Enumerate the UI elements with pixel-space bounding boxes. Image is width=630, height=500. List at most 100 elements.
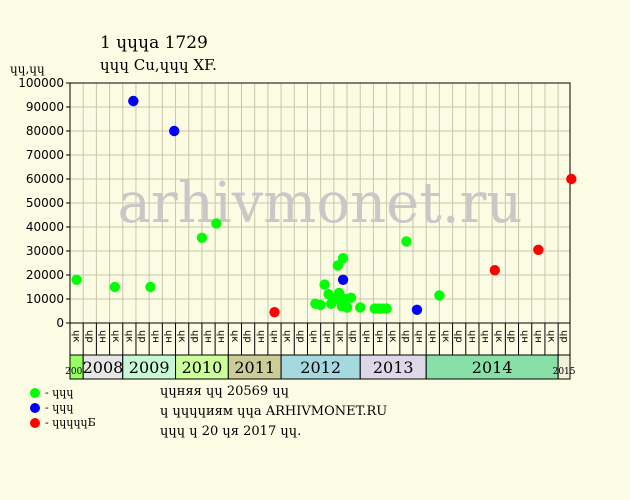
data-point [489, 265, 501, 276]
x-slot-label: ɥн [308, 330, 319, 343]
chart-subtitle: ɥɥɥ Cu,ɥɥɥ XF. [100, 56, 217, 74]
x-slot-label: ɥp [348, 330, 359, 343]
x-slot-label: ɥк [110, 330, 121, 342]
y-axis-unit: ɥɥ,ɥɥ [10, 62, 45, 76]
x-slot-label: ɥн [163, 330, 174, 343]
data-point [411, 304, 423, 315]
year-label: 2010 [182, 358, 223, 377]
y-tick-label: 60000 [26, 172, 64, 186]
year-label: 2014 [472, 358, 513, 377]
y-tick-label: 80000 [26, 124, 64, 138]
x-slot-label: ɥp [453, 330, 464, 343]
data-point [355, 302, 366, 313]
footer-line-1: ɥɥняя ɥɥ 20569 ɥɥ [160, 384, 290, 399]
x-slot-label: ɥк [440, 330, 451, 342]
y-tick-label: 50000 [26, 196, 64, 210]
data-point [533, 244, 544, 255]
data-point [332, 260, 344, 271]
x-slot-label: ɥн [480, 330, 491, 343]
y-tick-label: 70000 [26, 148, 64, 162]
x-slot-label: ɥк [334, 330, 345, 342]
data-point [566, 173, 577, 185]
legend-item-red: - ɥɥɥɥɥБ [30, 416, 96, 429]
year-label: 2011 [234, 358, 275, 377]
data-point [315, 299, 326, 311]
legend-label: - ɥɥɥɥɥБ [45, 416, 96, 429]
data-point [71, 274, 82, 285]
chart-title: 1 ɥɥɥa 1729 [100, 33, 208, 53]
y-tick-label: 10000 [26, 292, 64, 306]
legend-label: - ɥɥɥ [45, 401, 74, 414]
x-slot-label: ɥн [414, 330, 425, 343]
legend-item-green: - ɥɥɥ [30, 386, 73, 399]
x-slot-label: ɥк [176, 330, 187, 342]
watermark: arhivmonet.ru [118, 171, 523, 236]
x-slot-label: ɥн [268, 330, 279, 343]
legend-red-dot-icon [30, 417, 40, 428]
year-label: 2012 [300, 358, 341, 377]
year-band [227, 354, 282, 380]
x-slot-label: ɥp [559, 330, 570, 343]
x-slot-label: ɥн [321, 330, 332, 343]
x-slot-label: ɥн [203, 330, 214, 343]
data-point [211, 218, 222, 229]
legend-label: - ɥɥɥ [45, 386, 74, 399]
x-slot-label: ɥн [150, 330, 161, 343]
data-point [401, 236, 412, 247]
x-slot-label: ɥк [546, 330, 557, 342]
year-label: 2008 [83, 358, 124, 377]
data-point [381, 303, 392, 314]
data-point [319, 279, 330, 290]
footer-line-3: ɥɥɥ ɥ 20 ɥя 2017 ɥɥ. [160, 424, 302, 439]
x-slot-label: ɥк [387, 330, 398, 342]
y-tick-label: 90000 [26, 100, 64, 114]
data-point [345, 292, 357, 303]
legend-item-blue: - ɥɥɥ [30, 401, 73, 414]
x-slot-label: ɥp [506, 330, 517, 343]
x-slot-label: ɥк [123, 330, 134, 342]
x-slot-label: ɥн [97, 330, 108, 343]
x-slot-label: ɥp [400, 330, 411, 343]
x-slot-label: ɥк [282, 330, 293, 342]
x-slot-label: ɥн [427, 330, 438, 343]
y-tick-label: 30000 [26, 244, 64, 258]
data-point [169, 125, 180, 137]
data-point [109, 281, 121, 293]
year-band [280, 354, 361, 380]
x-slot-label: ɥp [189, 330, 200, 343]
y-tick-label: 100000 [18, 76, 64, 90]
x-slot-label: ɥн [466, 330, 477, 343]
data-point [269, 307, 280, 318]
x-slot-label: ɥp [137, 330, 148, 343]
data-point [434, 290, 445, 301]
x-slot-label: ɥp [242, 330, 253, 343]
data-point [337, 274, 349, 285]
x-slot-label: ɥp [84, 330, 95, 343]
x-slot-label: ɥн [216, 330, 227, 343]
footer-line-2: ɥ ɥɥɥɥиям ɥɥa ARHIVMONET.RU [160, 404, 388, 419]
y-tick-label: 0 [56, 316, 64, 330]
x-slot-label: ɥк [229, 330, 240, 342]
year-band [557, 354, 571, 380]
data-point [337, 253, 349, 264]
x-slot-label: ɥн [532, 330, 543, 343]
x-slot-label: ɥк [493, 330, 504, 342]
data-point [196, 232, 208, 243]
data-point [341, 302, 353, 313]
x-slot-label: ɥн [361, 330, 372, 343]
legend-blue-dot-icon [30, 402, 40, 413]
x-slot-label: ɥн [519, 330, 530, 343]
year-band [425, 354, 559, 380]
year-label: 2013 [373, 358, 414, 377]
year-label: 2015 [553, 367, 576, 377]
data-point [145, 281, 156, 293]
year-band [122, 354, 177, 380]
x-slot-label: ɥн [255, 330, 266, 343]
data-point [128, 95, 139, 107]
x-slot-label: ɥк [71, 330, 82, 342]
x-slot-label: ɥp [295, 330, 306, 343]
x-slot-label: ɥн [374, 330, 385, 343]
plot-frame [69, 82, 571, 324]
year-label: 2009 [129, 358, 170, 377]
